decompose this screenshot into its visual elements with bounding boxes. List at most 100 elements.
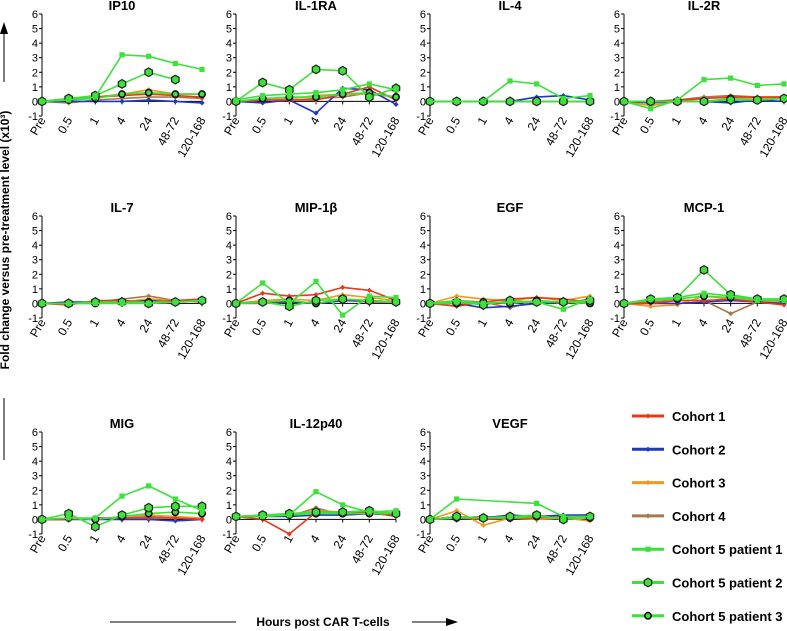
x-tick-label: 0.5: [249, 532, 270, 554]
data-point: [286, 293, 292, 299]
data-point: [505, 511, 515, 522]
y-tick-label: 5: [226, 226, 232, 238]
series-cohort-5-patient-1: [427, 496, 593, 523]
data-point: [534, 299, 540, 305]
data-point: [199, 100, 205, 106]
series-cohort-5-patient-1: [39, 297, 205, 307]
data-point: [66, 515, 72, 521]
y-tick-label: 1: [420, 284, 426, 296]
data-point: [338, 507, 347, 518]
series-cohort-5-patient-1: [427, 296, 593, 312]
data-point: [532, 510, 542, 521]
data-point: [366, 509, 372, 515]
legend-swatch-marker: [645, 546, 651, 552]
y-tick-label: 1: [420, 82, 426, 94]
y-tick-label: 4: [32, 456, 38, 468]
data-point: [728, 293, 734, 299]
y-tick-label: 2: [420, 269, 426, 281]
panel-title: IL-4: [498, 0, 522, 13]
x-tick-label: 0.5: [637, 114, 658, 136]
x-tick-label: 0.5: [249, 316, 270, 338]
x-tick-label: 1: [86, 114, 102, 127]
y-tick-label: 5: [32, 24, 38, 36]
series-cohort-5-patient-1: [233, 278, 399, 318]
y-tick-label: 0: [32, 96, 38, 108]
y-axis-label-group: Fold change versus pre-treatment level (…: [0, 22, 12, 460]
x-tick-label: 4: [113, 316, 129, 329]
y-tick-label: 6: [420, 211, 426, 223]
x-tick-label: 4: [113, 114, 129, 127]
data-point: [338, 294, 347, 305]
data-point: [587, 93, 593, 99]
data-point: [340, 87, 346, 93]
x-tick-label: 24: [524, 532, 543, 551]
x-tick-label: 0.5: [55, 532, 76, 554]
x-axis-label: Hours post CAR T-cells: [256, 615, 390, 629]
y-tick-label: 0: [226, 514, 232, 526]
data-point: [146, 515, 152, 521]
y-tick-label: 6: [226, 427, 232, 439]
data-point: [454, 508, 460, 514]
data-point: [144, 502, 153, 513]
series-cohort-5-patient-1: [39, 52, 205, 105]
y-tick-label: 2: [32, 269, 38, 281]
data-point: [117, 78, 127, 89]
data-point: [534, 500, 540, 506]
data-point: [66, 97, 72, 103]
data-point: [146, 53, 152, 59]
x-tick-label: 48-72: [154, 532, 182, 566]
y-tick-label: 2: [32, 67, 38, 79]
data-point: [393, 87, 399, 93]
x-tick-label: 24: [718, 114, 737, 133]
data-point: [532, 96, 542, 107]
x-tick-label: 1: [280, 114, 296, 127]
y-tick-label: 4: [226, 240, 232, 252]
data-point: [587, 513, 593, 520]
x-tick-label: 24: [136, 114, 155, 133]
y-tick-label: 4: [420, 456, 426, 468]
y-tick-label: -1: [28, 529, 38, 541]
data-point: [338, 65, 347, 76]
data-point: [146, 300, 152, 307]
data-point: [233, 300, 239, 307]
legend-label: Cohort 1: [672, 409, 725, 424]
x-tick-label: 1: [474, 316, 490, 329]
y-tick-label: 5: [420, 442, 426, 454]
x-tick-label: 48-72: [348, 532, 376, 566]
series-cohort-5-patient-1: [427, 78, 593, 105]
legend-swatch-marker: [643, 611, 652, 620]
data-point: [507, 299, 513, 305]
y-tick-label: 6: [32, 211, 38, 223]
data-point: [199, 508, 205, 514]
data-point: [260, 513, 266, 520]
y-tick-label: 3: [32, 255, 38, 267]
series-cohort-5-patient-1: [621, 290, 787, 307]
y-tick-label: 6: [420, 427, 426, 439]
data-point: [366, 287, 372, 293]
data-point: [146, 293, 152, 299]
y-tick-label: -1: [222, 313, 232, 325]
y-tick-label: 3: [226, 471, 232, 483]
data-point: [233, 97, 239, 103]
data-point: [313, 90, 319, 96]
y-tick-label: 1: [32, 284, 38, 296]
data-point: [172, 515, 178, 521]
data-point: [118, 90, 127, 99]
x-tick-label: 48-72: [542, 114, 570, 148]
y-tick-label: 4: [32, 240, 38, 252]
y-tick-label: -1: [222, 111, 232, 123]
data-point: [648, 296, 654, 302]
data-point: [479, 513, 488, 523]
legend-swatch-marker: [643, 577, 653, 588]
y-tick-label: 1: [226, 500, 232, 512]
x-tick-label: 24: [330, 532, 349, 551]
panel-title: IL-7: [110, 200, 133, 215]
legend-swatch-marker: [645, 413, 651, 419]
y-tick-label: 4: [226, 38, 232, 50]
